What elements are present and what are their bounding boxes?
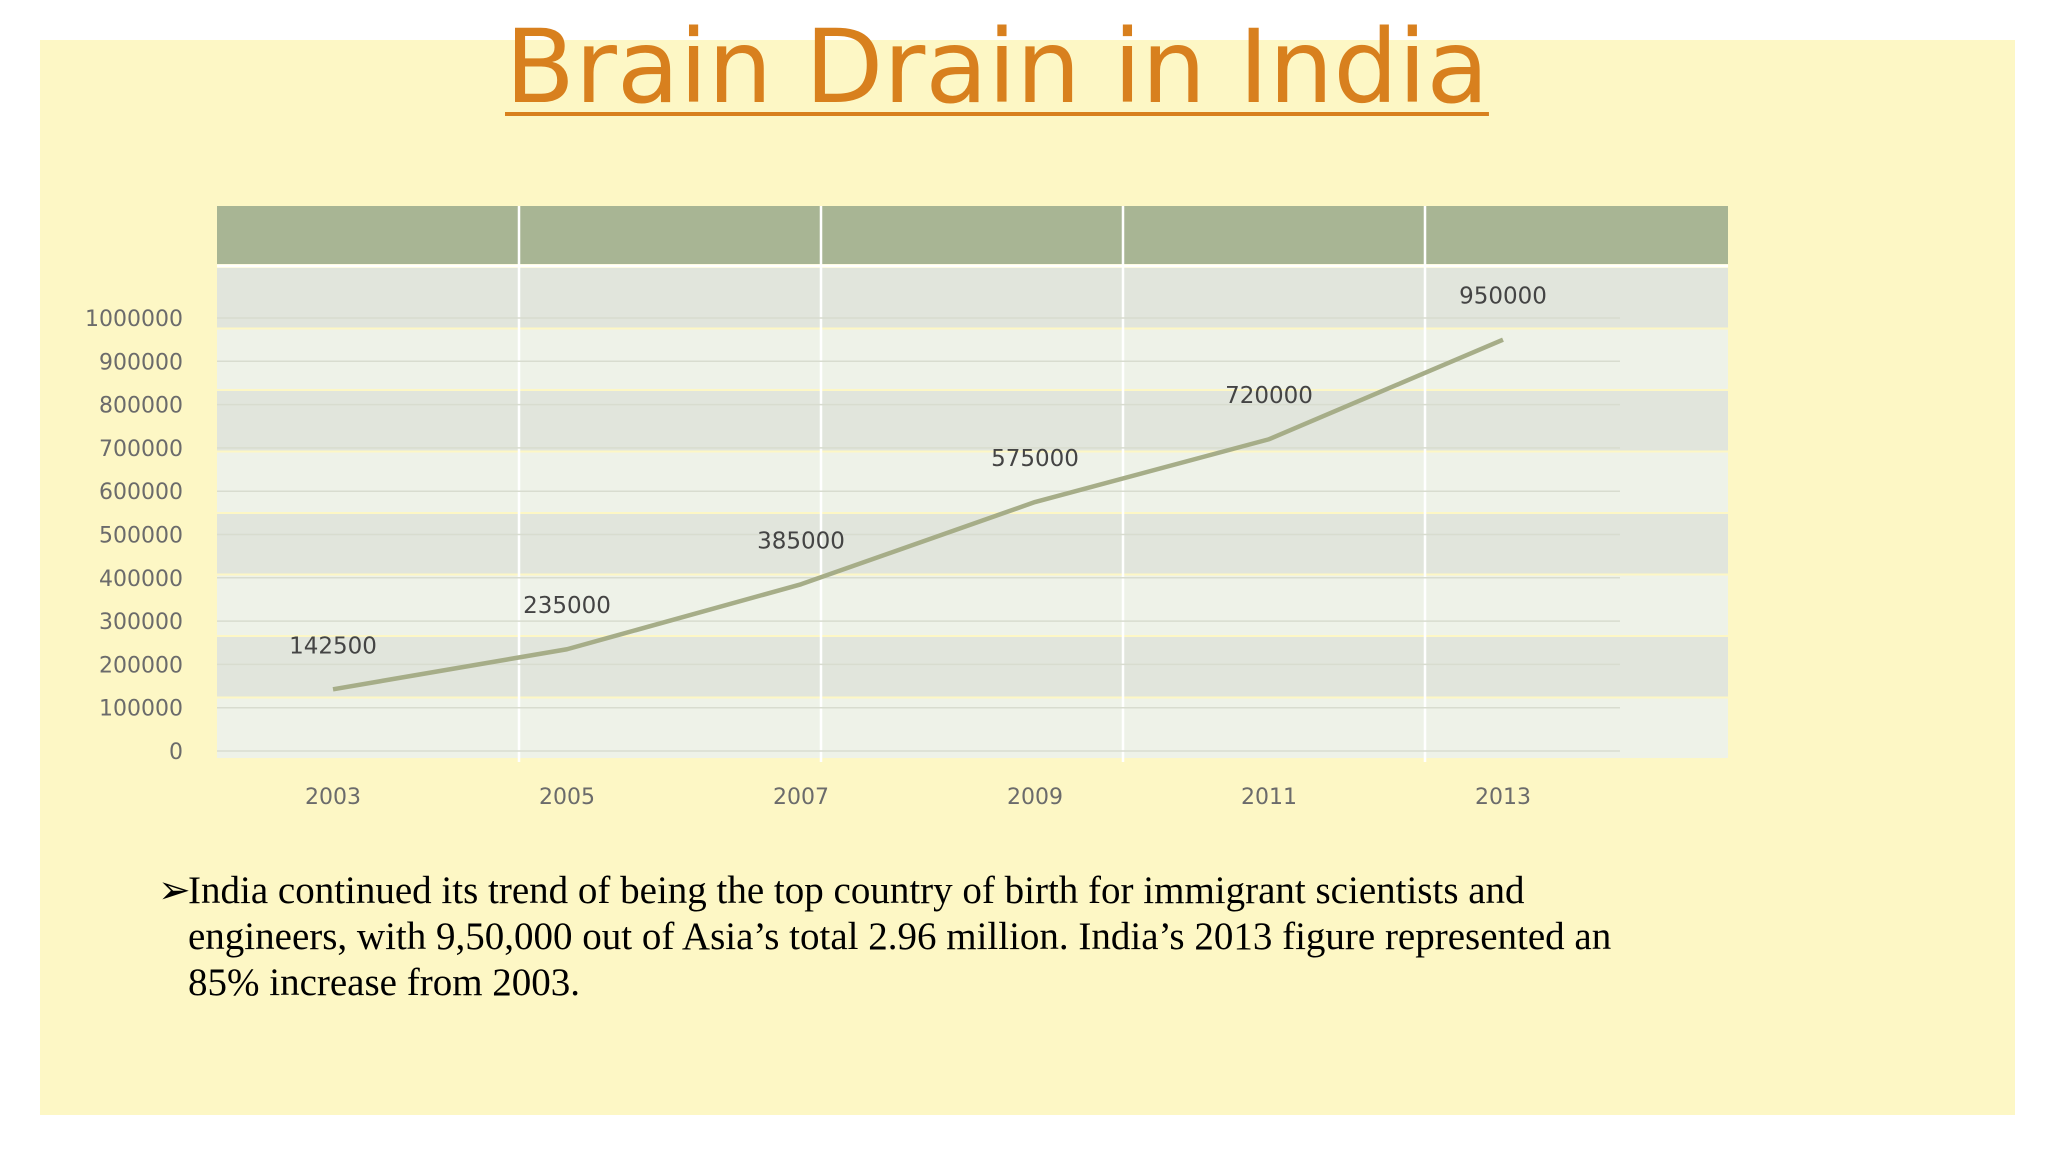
series-line	[332, 337, 1504, 692]
y-tick-label: 100000	[99, 697, 183, 722]
table-row-band	[217, 391, 1728, 451]
chart-data-labels: 142500 235000 385000 575000 720000 950000	[289, 284, 1547, 660]
table-row-band	[217, 329, 1728, 389]
data-label: 575000	[991, 446, 1079, 472]
y-tick-label: 200000	[99, 653, 183, 678]
y-axis-ticks: 0 100000 200000 300000 400000 500000 600000 700…	[85, 307, 183, 765]
chart-table-background	[217, 206, 1728, 762]
bullet-line: engineers, with 9,50,000 out of Asia’s t…	[188, 915, 1612, 958]
bullet-arrow-icon: ➢	[158, 869, 191, 912]
x-tick-label: 2005	[539, 785, 595, 810]
data-label: 950000	[1459, 284, 1547, 310]
data-label: 385000	[757, 528, 845, 554]
table-row-band	[217, 575, 1728, 635]
slide-title: Brain Drain in India	[505, 8, 1489, 127]
y-tick-label: 0	[169, 740, 183, 765]
data-label: 142500	[289, 633, 377, 659]
data-label: 235000	[523, 593, 611, 619]
table-row-band	[217, 452, 1728, 512]
x-tick-label: 2011	[1241, 785, 1297, 810]
y-tick-label: 900000	[99, 350, 183, 375]
y-tick-label: 600000	[99, 480, 183, 505]
chart-gridlines	[217, 317, 1620, 752]
x-axis-ticks: 2003 2005 2007 2009 2011 2013	[305, 785, 1531, 810]
chart-series	[332, 337, 1504, 692]
table-header-band	[217, 206, 1728, 264]
bullet-paragraph: ➢India continued its trend of being the …	[158, 868, 1798, 1006]
x-tick-label: 2009	[1007, 785, 1063, 810]
x-tick-label: 2003	[305, 785, 361, 810]
x-tick-label: 2013	[1475, 785, 1531, 810]
y-tick-label: 400000	[99, 567, 183, 592]
y-tick-label: 300000	[99, 610, 183, 635]
data-label: 720000	[1225, 383, 1313, 409]
x-tick-label: 2007	[773, 785, 829, 810]
bullet-line: 85% increase from 2003.	[188, 961, 581, 1004]
y-tick-label: 800000	[99, 394, 183, 419]
bullet-line: ➢India continued its trend of being the …	[158, 868, 1798, 914]
bullet-text: India continued its trend of being the t…	[188, 869, 1525, 912]
y-tick-label: 700000	[99, 437, 183, 462]
table-row-band	[217, 637, 1728, 697]
y-tick-label: 500000	[99, 524, 183, 549]
y-tick-label: 1000000	[85, 307, 183, 332]
